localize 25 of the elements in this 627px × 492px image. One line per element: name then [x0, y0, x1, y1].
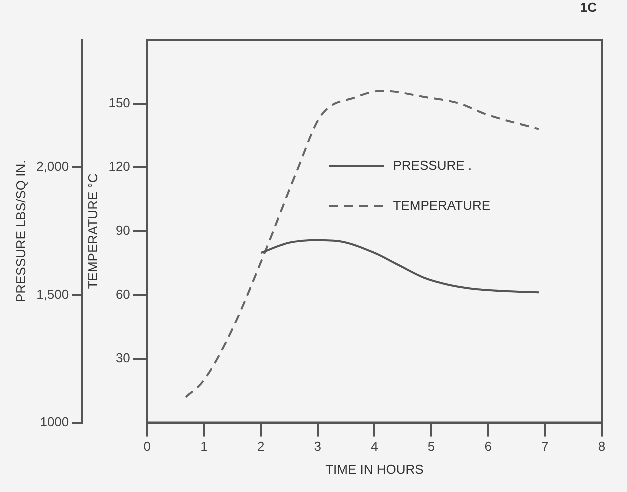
x-tick-label: 3 [314, 439, 322, 454]
y-axis-title: TEMPERATURE °C [86, 174, 101, 290]
y-tick-label: 30 [116, 350, 130, 366]
line-series [260, 239, 540, 294]
x-tick-label: 5 [428, 439, 436, 454]
y2-tick-label: 1000 [40, 414, 70, 430]
y-tick-label: 60 [116, 286, 130, 302]
legend-label: PRESSURE . [393, 158, 472, 173]
x-tick-label: 1 [200, 439, 208, 454]
x-tick-label: 8 [598, 439, 606, 454]
legend-label: TEMPERATURE [393, 198, 491, 213]
y-tick-label: 120 [108, 159, 130, 174]
x-tick-label: 2 [257, 439, 265, 454]
text: 1C [580, 0, 597, 15]
x-tick-label: 6 [484, 439, 492, 454]
x-tick-label: 4 [371, 439, 378, 454]
y2-axis-title: PRESSURE LBS/SQ IN. [13, 160, 28, 303]
x-axis-title: TIME IN HOURS [326, 462, 424, 477]
y-tick-label: 90 [116, 222, 130, 238]
y2-tick-label: 1,500 [36, 286, 70, 302]
y2-tick-label: 2,000 [36, 159, 70, 174]
line-series [185, 90, 540, 398]
x-tick-label: 7 [542, 439, 549, 454]
x-tick-label: 0 [144, 439, 152, 454]
y-tick-label: 150 [108, 95, 130, 110]
